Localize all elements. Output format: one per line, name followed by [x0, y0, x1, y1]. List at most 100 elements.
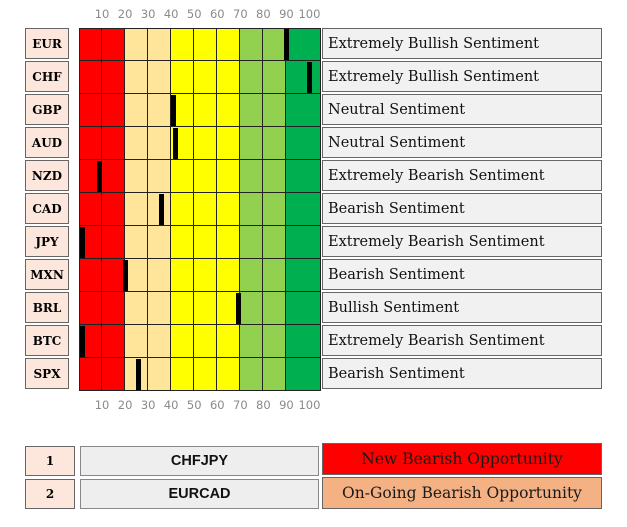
sentiment-bar	[79, 325, 321, 358]
sentiment-marker	[122, 260, 128, 291]
scale-cell	[102, 61, 126, 94]
scale-cell	[194, 127, 218, 160]
scale-cell	[79, 358, 103, 391]
scale-cell	[148, 127, 172, 160]
scale-cell	[102, 358, 126, 391]
bottom-tick-label: 10	[94, 398, 110, 412]
scale-cell	[102, 325, 126, 358]
scale-cell	[79, 28, 103, 61]
scale-cell	[286, 292, 321, 325]
scale-cell	[263, 127, 287, 160]
scale-cell	[194, 292, 218, 325]
scale-cell	[217, 325, 241, 358]
scale-cell	[263, 193, 287, 226]
sentiment-text: Bullish Sentiment	[322, 292, 602, 323]
scale-cell	[263, 259, 287, 292]
scale-cell	[286, 193, 321, 226]
scale-cell	[171, 358, 195, 391]
top-tick-label: 20	[117, 7, 133, 21]
scale-cell	[171, 193, 195, 226]
top-scale-axis: 10 20 30 40 50 60 70 80 90 100	[79, 6, 321, 22]
scale-cell	[286, 160, 321, 193]
scale-cell	[148, 292, 172, 325]
top-tick-label: 70	[233, 7, 248, 21]
scale-cell	[217, 358, 241, 391]
currency-label: NZD	[25, 160, 69, 191]
scale-cell	[240, 94, 264, 127]
scale-cell	[240, 358, 264, 391]
sentiment-text: Extremely Bullish Sentiment	[322, 28, 602, 59]
bottom-tick-label: 60	[209, 398, 225, 412]
currency-label: MXN	[25, 259, 69, 290]
currency-label: CHF	[25, 61, 69, 92]
bottom-tick-label: 20	[117, 398, 133, 412]
scale-cell	[263, 94, 287, 127]
scale-cell	[171, 226, 195, 259]
bottom-tick-label: 40	[163, 398, 179, 412]
scale-cell	[148, 61, 172, 94]
scale-cell	[125, 259, 149, 292]
sentiment-bar	[79, 61, 321, 94]
scale-cell	[240, 292, 264, 325]
scale-cell	[286, 94, 321, 127]
sentiment-bar	[79, 28, 321, 61]
scale-cell	[171, 28, 195, 61]
scale-cell	[240, 226, 264, 259]
scale-cell	[79, 127, 103, 160]
top-tick-label: 50	[186, 7, 202, 21]
scale-cell	[102, 94, 126, 127]
scale-cell	[79, 193, 103, 226]
sentiment-bar	[79, 226, 321, 259]
scale-cell	[194, 226, 218, 259]
top-tick-label: 60	[209, 7, 225, 21]
scale-cell	[125, 94, 149, 127]
scale-cell	[286, 61, 321, 94]
bottom-tick-label: 30	[140, 398, 156, 412]
scale-cell	[102, 28, 126, 61]
scale-cell	[79, 61, 103, 94]
sentiment-text: Extremely Bearish Sentiment	[322, 160, 602, 191]
scale-cell	[125, 193, 149, 226]
top-tick-label: 10	[94, 7, 110, 21]
scale-cell	[217, 160, 241, 193]
scale-cell	[194, 193, 218, 226]
top-tick-label: 30	[140, 7, 156, 21]
sentiment-bar	[79, 160, 321, 193]
scale-cell	[102, 292, 126, 325]
scale-cell	[125, 127, 149, 160]
scale-cell	[263, 61, 287, 94]
scale-cell	[217, 94, 241, 127]
scale-cell	[148, 358, 172, 391]
scale-cell	[194, 160, 218, 193]
scale-cell	[217, 28, 241, 61]
scale-cell	[171, 61, 195, 94]
scale-cell	[148, 325, 172, 358]
scale-cell	[263, 226, 287, 259]
sentiment-text: Bearish Sentiment	[322, 358, 602, 389]
sentiment-marker	[173, 128, 179, 159]
scale-cell	[79, 94, 103, 127]
top-tick-label: 90	[279, 7, 294, 21]
sentiment-text: Extremely Bearish Sentiment	[322, 325, 602, 356]
scale-cell	[194, 259, 218, 292]
scale-cell	[240, 28, 264, 61]
scale-cell	[263, 325, 287, 358]
legend-tag-2: On-Going Bearish Opportunity	[322, 477, 602, 509]
scale-cell	[148, 259, 172, 292]
scale-cell	[240, 61, 264, 94]
scale-cell	[194, 358, 218, 391]
scale-cell	[240, 160, 264, 193]
scale-cell	[286, 127, 321, 160]
sentiment-bar	[79, 94, 321, 127]
legend-pair-2: EURCAD	[80, 479, 319, 509]
bottom-tick-label: 100	[298, 398, 321, 412]
scale-cell	[263, 292, 287, 325]
scale-cell	[286, 28, 321, 61]
sentiment-marker	[159, 194, 165, 225]
scale-cell	[217, 193, 241, 226]
scale-cell	[125, 325, 149, 358]
scale-cell	[217, 127, 241, 160]
bottom-tick-label: 80	[256, 398, 271, 412]
scale-cell	[102, 127, 126, 160]
scale-cell	[286, 259, 321, 292]
